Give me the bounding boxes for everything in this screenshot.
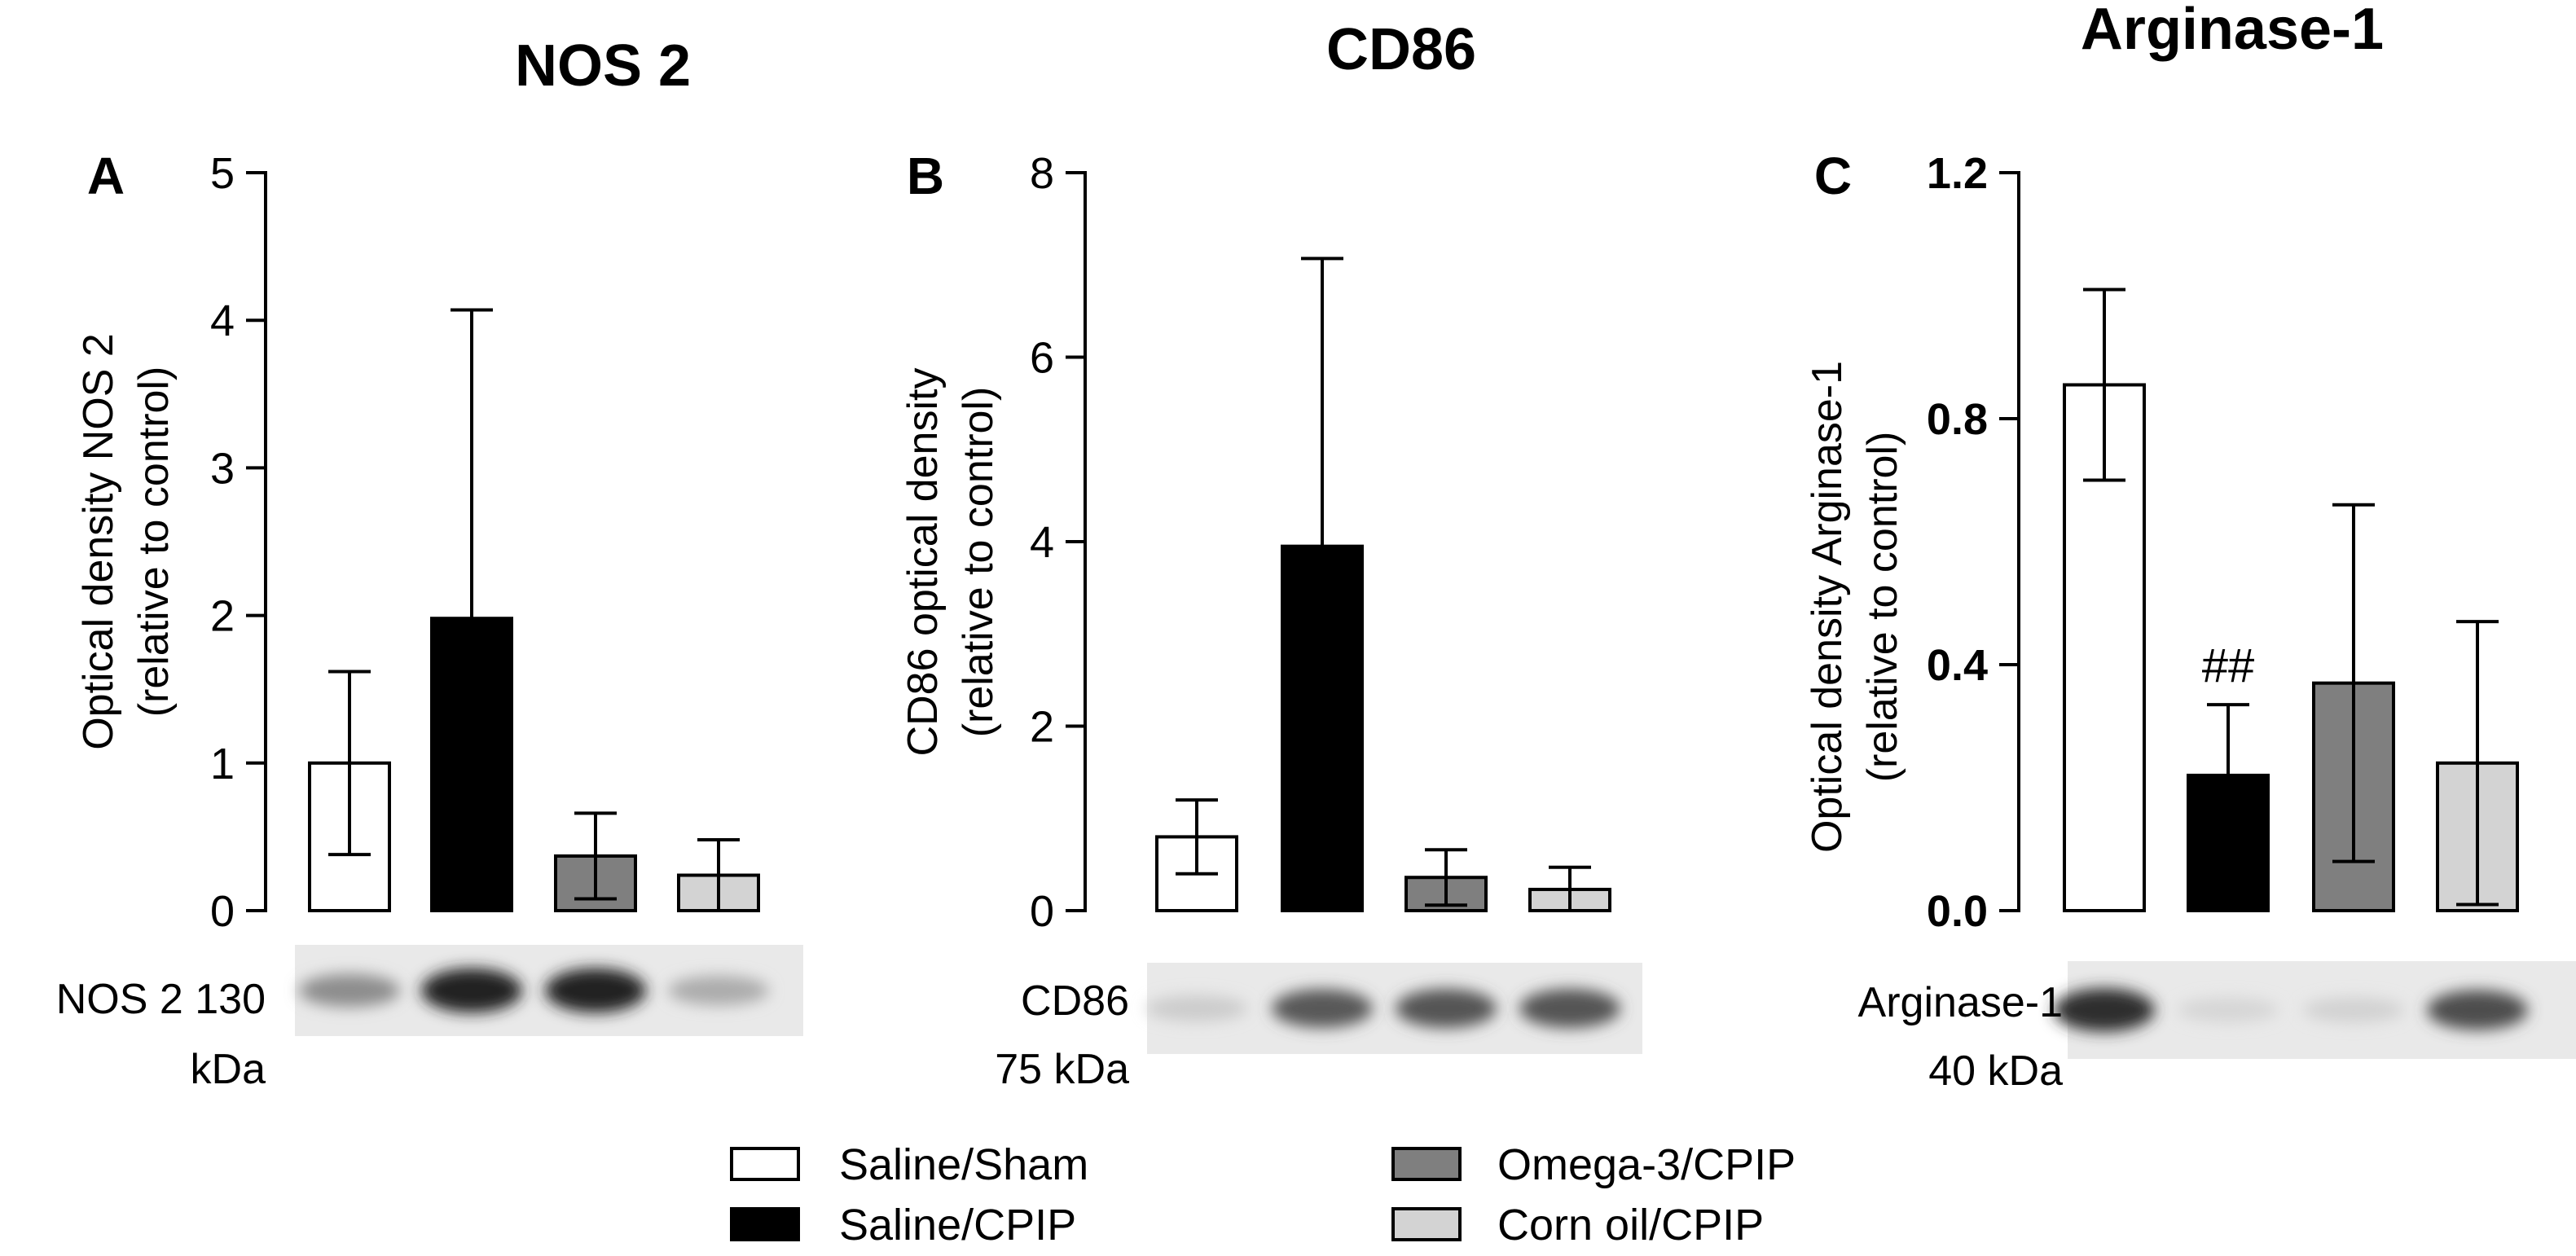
legend-swatch: [730, 1207, 800, 1241]
bars: ##: [2063, 288, 2519, 913]
y-tick-label: 1: [210, 740, 235, 788]
y-tick-label: 0.8: [1927, 395, 1988, 444]
y-tick-label: 2: [1030, 703, 1054, 752]
blot-band-3: [2303, 997, 2404, 1023]
western-blot-image: [1146, 963, 1642, 1054]
y-tick-label: 3: [210, 444, 235, 493]
panel-title: NOS 2: [515, 33, 691, 99]
blot-band-3: [545, 968, 646, 1013]
legend-label: Corn oil/CPIP: [1497, 1201, 1764, 1249]
blot-label-line-2: 75 kDa: [995, 1046, 1129, 1093]
y-axis-title-line-1: Optical density Arginase-1: [1804, 361, 1851, 853]
y-tick-label: 2: [210, 592, 235, 641]
y-axis: 0 1 2 3 4 5: [210, 149, 267, 936]
y-axis-title-line-2: (relative to control): [130, 367, 178, 718]
panel-letter: A: [87, 147, 125, 205]
blot-band-2: [421, 968, 522, 1013]
panel-c-arginase1-chart: Arginase-1 C Optical density Arginase-1 …: [1804, 0, 2576, 1095]
panel-title: CD86: [1326, 17, 1476, 82]
blot-label-line-2: kDa: [191, 1046, 266, 1093]
blot-band-2: [1272, 989, 1373, 1028]
legend-label: Saline/CPIP: [839, 1201, 1076, 1249]
y-tick-label: 6: [1030, 334, 1054, 383]
y-tick-label: 5: [210, 149, 235, 198]
legend-item: Corn oil/CPIP: [1391, 1201, 1764, 1249]
panel-b-cd86-chart: CD86 B CD86 optical density (relative to…: [899, 17, 1642, 1093]
western-blot-image: [2054, 961, 2576, 1059]
blot-label-line-1: NOS 2 130: [56, 976, 266, 1023]
panel-a-nos2-chart: NOS 2 A Optical density NOS 2 (relative …: [56, 33, 803, 1093]
western-blot-image: [295, 945, 803, 1036]
y-tick-label: 0.0: [1927, 887, 1988, 936]
y-axis-title-line-1: Optical density NOS 2: [75, 333, 122, 750]
significance-marker: ##: [2202, 639, 2255, 692]
y-tick-label: 0.4: [1927, 641, 1988, 690]
legend-label: Saline/Sham: [839, 1140, 1088, 1189]
legend-item: Saline/Sham: [730, 1140, 1088, 1189]
legend-swatch: [730, 1147, 800, 1181]
legend-item: Saline/CPIP: [730, 1201, 1076, 1249]
y-axis-title-line-1: CD86 optical density: [899, 368, 947, 757]
panel-letter: B: [907, 147, 944, 205]
legend-label: Omega-3/CPIP: [1497, 1140, 1796, 1189]
blot-band-4: [2427, 990, 2528, 1030]
panel-title: Arginase-1: [2081, 0, 2384, 62]
legend-swatch: [1391, 1147, 1462, 1181]
blot-band-2: [2178, 997, 2279, 1023]
blot-band-3: [1396, 988, 1497, 1029]
y-tick-label: 4: [210, 296, 235, 345]
blot-band-1: [299, 973, 400, 1008]
blot-label-line-1: Arginase-1: [1858, 979, 2063, 1026]
blot-band-1: [1146, 995, 1247, 1022]
legend-swatch: [1391, 1207, 1462, 1241]
bars: [1155, 257, 1611, 913]
blot-band-1: [2054, 988, 2155, 1032]
y-tick-label: 1.2: [1927, 149, 1988, 198]
y-axis: 0.0 0.4 0.8 1.2: [1927, 149, 2020, 936]
blot-band-4: [668, 975, 769, 1006]
legend: Saline/Sham Saline/CPIP Omega-3/CPIP Cor…: [730, 1140, 1796, 1249]
y-axis-title-line-2: (relative to control): [1859, 432, 1906, 783]
y-tick-label: 0: [210, 887, 235, 936]
bars: [308, 308, 760, 913]
panel-letter: C: [1814, 147, 1852, 205]
y-tick-label: 8: [1030, 149, 1054, 198]
y-axis: 0 2 4 6 8: [1030, 149, 1087, 936]
y-axis-title-line-2: (relative to control): [955, 387, 1002, 738]
legend-item: Omega-3/CPIP: [1391, 1140, 1796, 1189]
blot-band-4: [1519, 988, 1620, 1029]
blot-label-line-2: 40 kDa: [1928, 1047, 2063, 1095]
blot-label-line-1: CD86: [1021, 977, 1129, 1025]
y-tick-label: 4: [1030, 518, 1054, 567]
y-tick-label: 0: [1030, 887, 1054, 936]
